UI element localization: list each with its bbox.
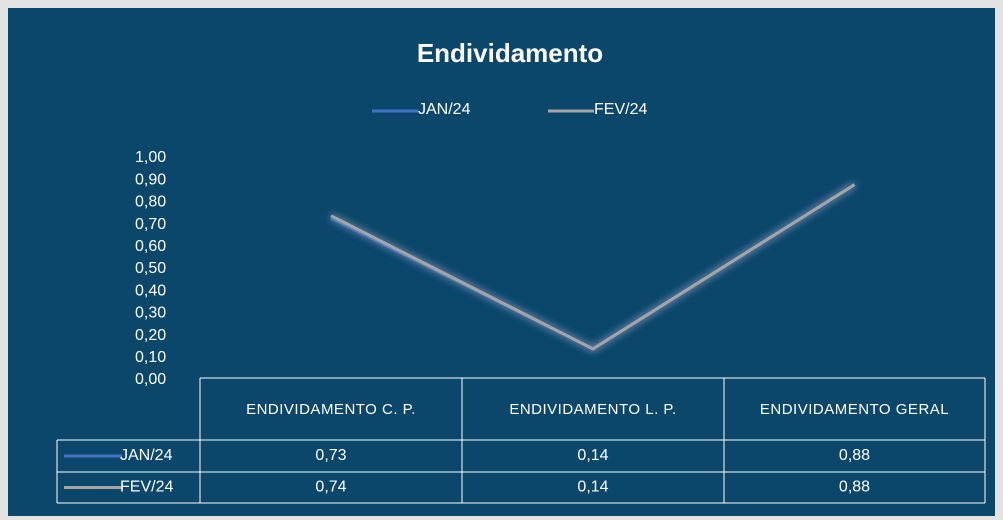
table-row-label: FEV/24 <box>120 479 173 496</box>
y-tick-label: 0,60 <box>135 238 166 255</box>
y-tick-label: 0,00 <box>135 371 166 388</box>
y-tick-label: 0,90 <box>135 171 166 188</box>
category-cell: ENDIVIDAMENTO C. P. <box>246 400 416 418</box>
table-value: 0,88 <box>839 479 870 496</box>
table-value: 0,14 <box>577 479 608 496</box>
y-tick-label: 0,70 <box>135 216 166 233</box>
x-tick-label: ENDIVIDAMENTO L. P. <box>509 400 677 418</box>
table-value: 0,88 <box>839 447 870 464</box>
x-tick-label: ENDIVIDAMENTO C. P. <box>246 400 416 418</box>
y-tick-label: 0,40 <box>135 282 166 299</box>
category-cell: ENDIVIDAMENTO L. P. <box>509 400 677 418</box>
y-tick-label: 0,10 <box>135 349 166 366</box>
table-value: 0,74 <box>315 479 346 496</box>
y-tick-label: 0,80 <box>135 194 166 211</box>
table-row-label: JAN/24 <box>120 447 173 464</box>
chart-title: Endividamento <box>417 38 603 68</box>
y-tick-label: 0,30 <box>135 305 166 322</box>
legend-label: FEV/24 <box>594 101 647 118</box>
y-tick-label: 1,00 <box>135 149 166 166</box>
y-tick-label: 0,20 <box>135 327 166 344</box>
y-tick-label: 0,50 <box>135 260 166 277</box>
category-cell: ENDIVIDAMENTO GERAL <box>759 400 950 418</box>
table-value: 0,73 <box>315 447 346 464</box>
table-value: 0,14 <box>577 447 608 464</box>
x-tick-label: ENDIVIDAMENTO GERAL <box>759 400 950 418</box>
chart-area <box>8 8 995 516</box>
series-line <box>330 183 856 351</box>
legend-label: JAN/24 <box>418 101 471 118</box>
